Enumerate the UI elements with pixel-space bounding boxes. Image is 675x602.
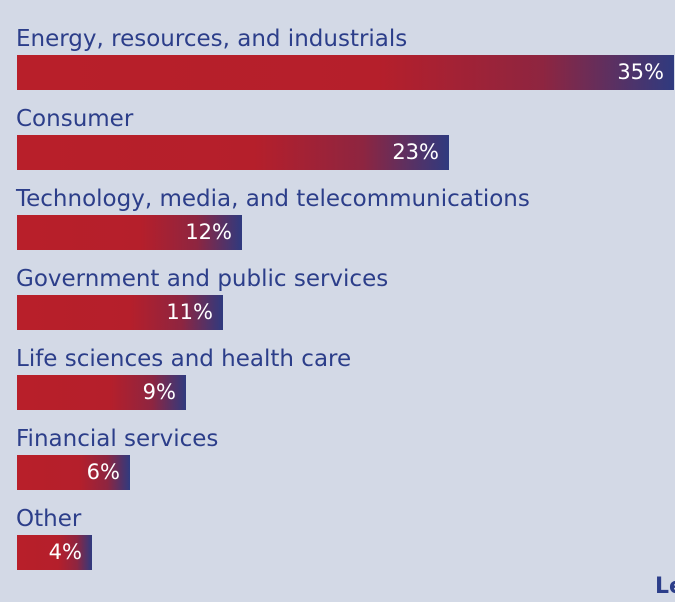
category-label: Consumer: [16, 106, 134, 132]
bar-value-label: 9%: [142, 380, 176, 404]
bar: 6%: [17, 455, 130, 490]
category-label: Financial services: [16, 426, 219, 452]
bar: 23%: [17, 135, 449, 170]
bar: 9%: [17, 375, 186, 410]
bar-value-label: 11%: [166, 300, 213, 324]
category-label: Government and public services: [16, 266, 389, 292]
bar: 35%: [17, 55, 674, 90]
bar-value-label: 12%: [185, 220, 232, 244]
bar-value-label: 23%: [392, 140, 439, 164]
bar: 12%: [17, 215, 242, 250]
category-label: Energy, resources, and industrials: [16, 26, 408, 52]
bar-value-label: 35%: [617, 60, 664, 84]
category-label: Technology, media, and telecommunication…: [16, 186, 530, 212]
bar: 11%: [17, 295, 223, 330]
footer-partial-text: Le: [655, 574, 675, 599]
bar: 4%: [17, 535, 92, 570]
bar-value-label: 4%: [48, 540, 82, 564]
category-label: Life sciences and health care: [16, 346, 352, 372]
category-label: Other: [16, 506, 82, 532]
bar-value-label: 6%: [86, 460, 120, 484]
